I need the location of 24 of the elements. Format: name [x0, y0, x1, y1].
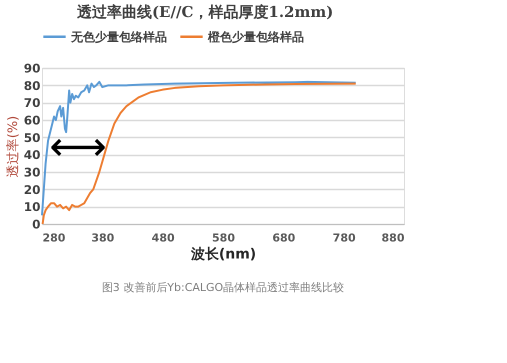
- y-tick-label: 50: [24, 130, 40, 145]
- y-tick-label: 40: [24, 148, 40, 162]
- y-tick-label: 70: [24, 96, 40, 110]
- x-axis-title: 波长(nm): [190, 246, 256, 262]
- y-tick-label: 0: [32, 218, 40, 232]
- x-tick-label: 380: [91, 232, 115, 244]
- x-tick-label: 480: [152, 232, 175, 244]
- legend-label: 橙色少量包络样品: [207, 30, 304, 44]
- y-tick-label: 90: [24, 62, 40, 76]
- x-tick-label: 680: [272, 232, 296, 244]
- chart-title: 透过率曲线(E//C，样品厚度1.2mm): [76, 3, 334, 21]
- y-tick-label: 80: [24, 78, 40, 93]
- legend-label: 无色少量包络样品: [70, 30, 167, 44]
- caption: 图3 改善前后Yb:CALGO晶体样品透过率曲线比较: [102, 281, 344, 294]
- x-tick-label: 880: [382, 232, 405, 244]
- y-tick-label: 60: [24, 114, 40, 128]
- x-tick-label: 580: [212, 232, 236, 244]
- y-tick-label: 10: [24, 200, 40, 214]
- y-axis-title: 透过率(%): [4, 116, 21, 178]
- y-tick-label: 30: [24, 166, 40, 180]
- annotation: ⟷: [49, 124, 107, 170]
- x-tick-label: 780: [332, 232, 356, 244]
- y-tick-label: 20: [24, 182, 40, 197]
- x-tick-label: 280: [42, 232, 66, 244]
